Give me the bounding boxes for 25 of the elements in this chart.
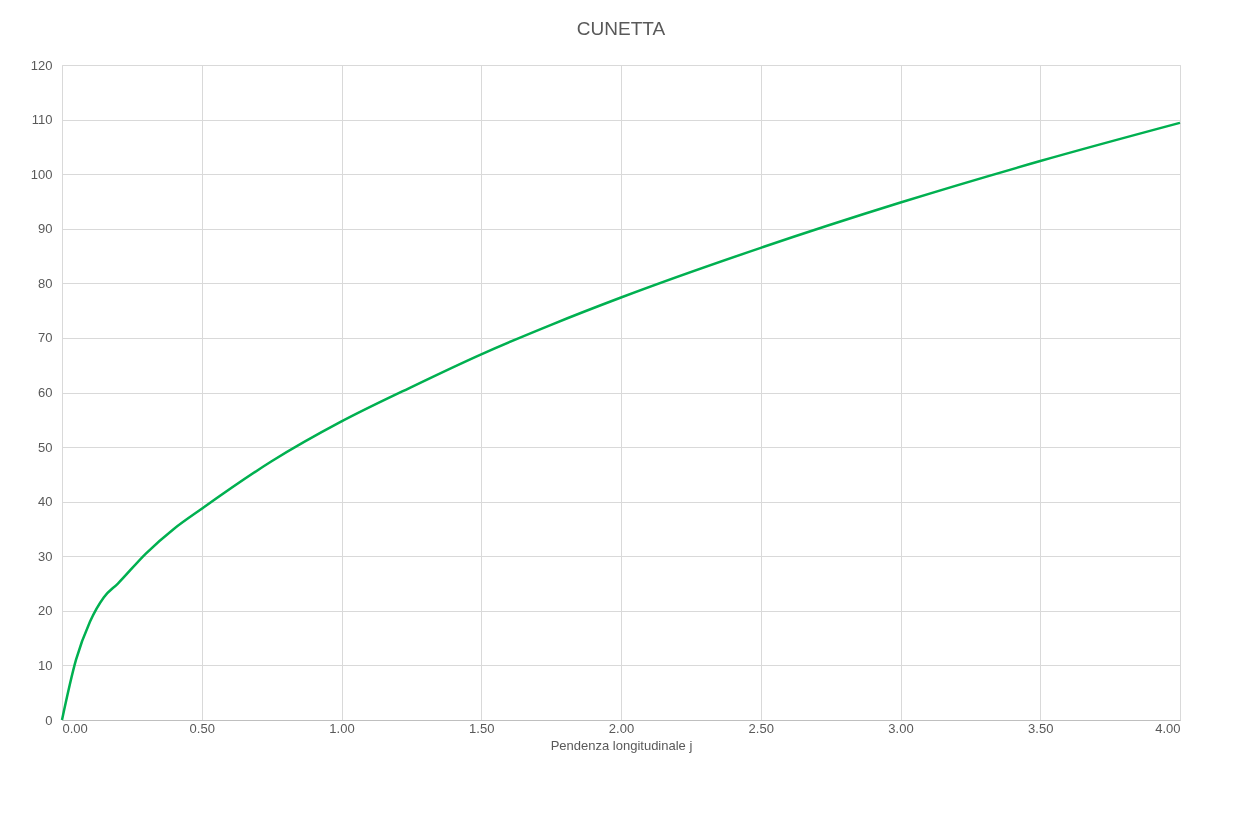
y-tick-label: 90 — [38, 221, 53, 237]
y-tick-label: 80 — [38, 275, 53, 291]
chart-title: CUNETTA — [576, 18, 666, 39]
y-tick-label: 0 — [45, 712, 53, 728]
line-series — [60, 121, 1182, 722]
y-tick-label: 30 — [38, 548, 53, 564]
y-tick-label: 50 — [38, 439, 53, 455]
x-tick-label: 2.00 — [608, 720, 635, 736]
x-tick-label: 2.50 — [748, 720, 774, 736]
x-tick-label: 3.00 — [888, 720, 914, 736]
y-tick-label: 110 — [31, 112, 53, 128]
x-tick-label: 4.00 — [1155, 720, 1181, 736]
x-axis-title: Pendenza longitudinale j — [550, 737, 693, 753]
x-tick-label: 1.50 — [469, 720, 495, 736]
y-tick-label: 100 — [30, 166, 53, 182]
y-tick-label: 120 — [30, 57, 53, 73]
x-tick-label: 0.50 — [189, 720, 215, 736]
y-tick-label: 70 — [38, 330, 53, 346]
y-tick-label: 40 — [38, 494, 53, 510]
y-tick-label: 60 — [38, 385, 53, 400]
y-tick-label: 20 — [38, 603, 53, 619]
x-tick-label: 0.00 — [62, 720, 88, 736]
x-tick-label: 1.00 — [329, 720, 355, 736]
y-tick-label: 10 — [38, 657, 53, 673]
x-tick-label: 3.50 — [1028, 720, 1054, 736]
